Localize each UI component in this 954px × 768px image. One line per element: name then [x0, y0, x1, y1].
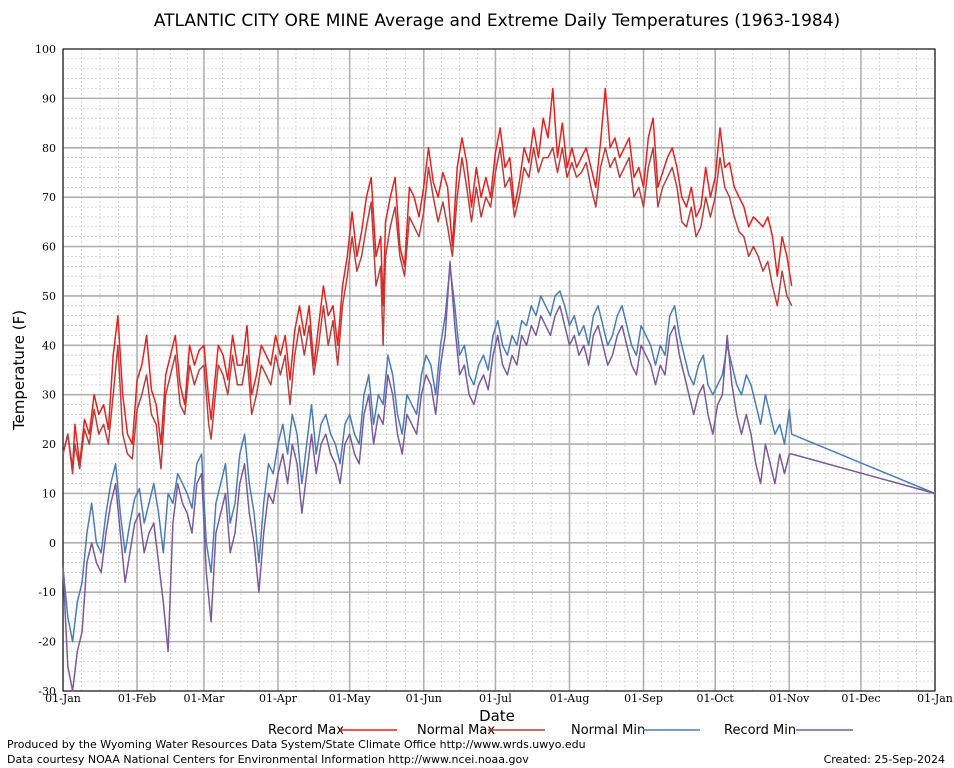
footer-created-date: Created: 25-Sep-2024	[824, 753, 945, 766]
series-line-record-max	[62, 87, 793, 470]
y-tick-label: -10	[38, 586, 56, 599]
legend-label: Normal Max	[417, 723, 495, 738]
y-tick-label: 0	[49, 537, 56, 550]
y-tick-label: 70	[42, 191, 56, 204]
legend-label: Record Max	[268, 723, 344, 738]
legend-label: Record Min	[724, 723, 796, 738]
minor-gridlines	[63, 49, 935, 691]
y-axis-tick-labels: -30 -20 -10 0 10 20 30 40 50 60 70 80 90 100	[35, 43, 56, 698]
x-axis-tick-labels: 01-Jan 01-Feb 01-Mar 01-Apr 01-May 01-Jun 01-J…	[45, 692, 953, 705]
x-tick-label: 01-Jan	[45, 692, 81, 705]
x-tick-label: 01-Dec	[841, 692, 880, 705]
y-tick-label: 40	[42, 339, 56, 352]
footer-produced-by: Produced by the Wyoming Water Resources …	[7, 738, 586, 751]
footer-data-courtesy: Data courtesy NOAA National Centers for …	[7, 753, 529, 766]
series-line-normal-max	[62, 147, 793, 475]
x-tick-label: 01-Mar	[184, 692, 226, 705]
x-tick-label: 01-Jun	[406, 692, 442, 705]
y-tick-label: 60	[42, 241, 56, 254]
chart-title: ATLANTIC CITY ORE MINE Average and Extre…	[154, 11, 840, 31]
x-tick-label: 01-Jan	[917, 692, 953, 705]
x-tick-label: 01-Aug	[550, 692, 590, 705]
y-tick-label: 80	[42, 142, 56, 155]
plot-area-frame	[62, 48, 936, 692]
series-lines	[62, 87, 936, 692]
series-line-record-min	[62, 260, 936, 692]
x-tick-label: 01-Feb	[118, 692, 156, 705]
y-tick-label: 90	[42, 92, 56, 105]
y-tick-label: -20	[38, 636, 56, 649]
y-axis-label: Temperature (F)	[10, 310, 28, 431]
x-tick-label: 01-Nov	[769, 692, 810, 705]
y-tick-label: 50	[42, 290, 56, 303]
y-tick-label: 30	[42, 389, 56, 402]
x-tick-label: 01-Sep	[624, 692, 663, 705]
x-tick-label: 01-May	[329, 692, 372, 705]
x-axis-label: Date	[479, 707, 515, 725]
series-line-normal-min	[62, 265, 936, 643]
x-tick-label: 01-Jul	[479, 692, 512, 705]
x-tick-label: 01-Oct	[697, 692, 735, 705]
x-tick-label: 01-Apr	[259, 692, 298, 705]
chart-legend: Record Max Normal Max Normal Min Record Min	[268, 723, 853, 738]
y-tick-label: 100	[35, 43, 56, 56]
legend-label: Normal Min	[571, 723, 645, 738]
y-tick-label: 10	[42, 487, 56, 500]
y-tick-label: -30	[38, 685, 56, 698]
y-tick-label: 20	[42, 438, 56, 451]
